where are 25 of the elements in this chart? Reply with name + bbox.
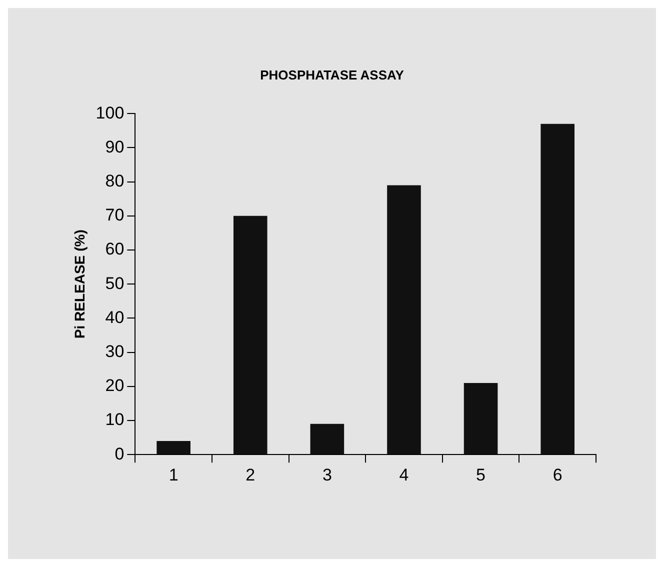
y-tick-label: 100: [96, 103, 124, 122]
y-tick-label: 30: [105, 342, 124, 361]
chart-title: PHOSPHATASE ASSAY: [260, 67, 404, 82]
bar: [540, 124, 574, 454]
y-tick-label: 10: [105, 410, 124, 430]
y-axis-title: Pi RELEASE (%): [71, 230, 88, 339]
y-tick-label: 70: [105, 206, 124, 225]
y-tick-label: 50: [105, 274, 124, 293]
bar: [387, 185, 421, 454]
y-tick-label: 40: [105, 308, 124, 327]
bar: [310, 424, 344, 454]
bar: [156, 440, 190, 454]
y-tick-label: 20: [105, 376, 124, 396]
x-tick-label: 5: [476, 465, 486, 484]
bar: [233, 216, 268, 454]
x-tick-label: 6: [552, 465, 562, 484]
y-tick-label: 60: [105, 240, 124, 259]
x-tick-label: 3: [322, 465, 332, 484]
y-tick-label: 80: [105, 171, 124, 190]
y-tick-label: 0: [114, 444, 124, 464]
x-tick-label: 2: [246, 465, 256, 484]
bar: [464, 382, 498, 454]
y-tick-label: 90: [105, 137, 124, 156]
x-tick-label: 4: [399, 465, 409, 484]
x-tick-label: 1: [168, 465, 178, 484]
